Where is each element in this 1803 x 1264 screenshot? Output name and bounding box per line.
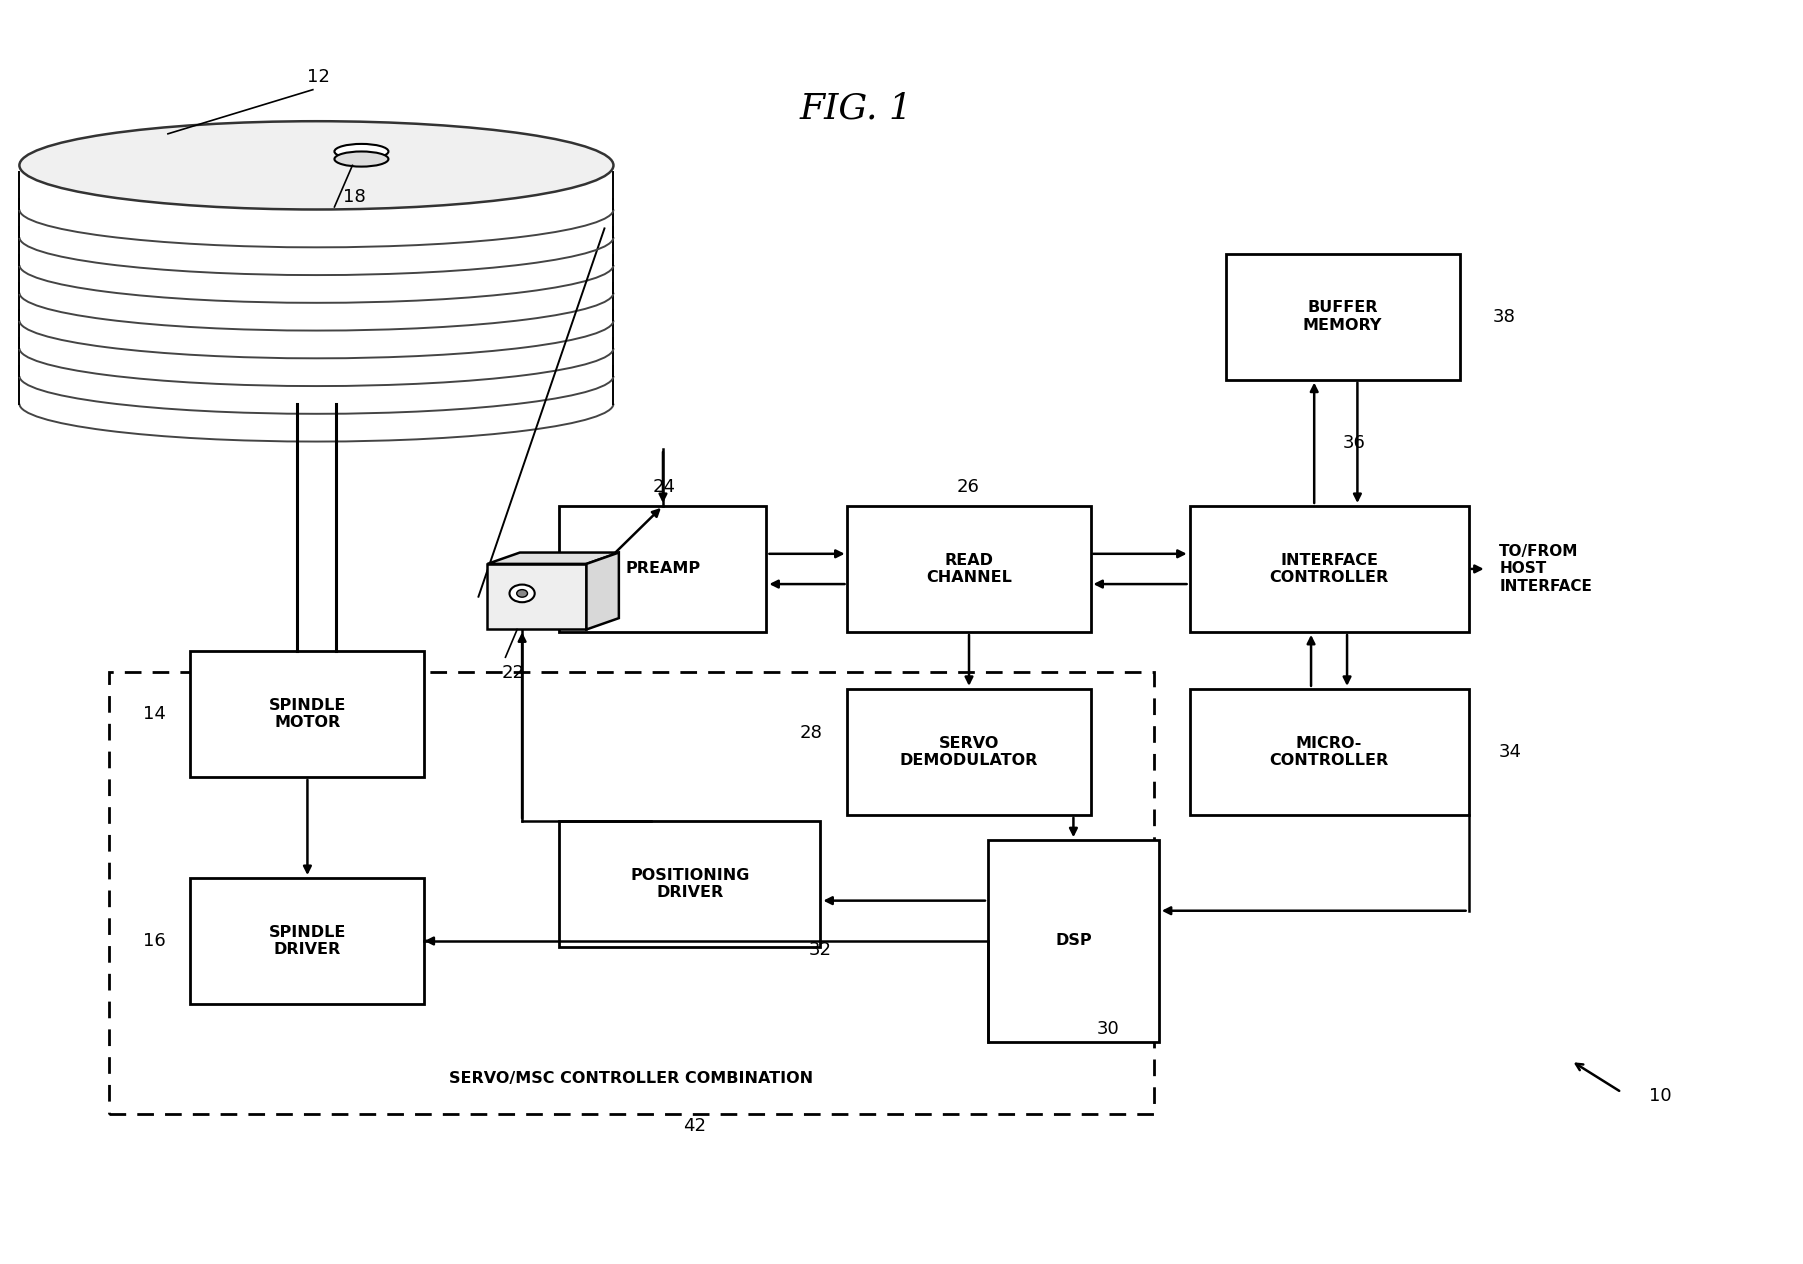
Text: 14: 14 xyxy=(142,705,166,723)
Text: 34: 34 xyxy=(1498,743,1522,761)
Text: 42: 42 xyxy=(683,1117,707,1135)
Bar xyxy=(1190,506,1469,632)
Text: SPINDLE
MOTOR: SPINDLE MOTOR xyxy=(269,698,346,731)
Bar xyxy=(559,506,766,632)
Text: PREAMP: PREAMP xyxy=(626,561,701,576)
Polygon shape xyxy=(586,552,618,629)
Text: 26: 26 xyxy=(957,478,979,495)
Text: 32: 32 xyxy=(810,940,831,959)
Text: POSITIONING
DRIVER: POSITIONING DRIVER xyxy=(631,868,750,900)
Bar xyxy=(559,822,820,947)
Polygon shape xyxy=(487,552,618,564)
Text: INTERFACE
CONTROLLER: INTERFACE CONTROLLER xyxy=(1269,552,1388,585)
Text: 24: 24 xyxy=(653,478,676,495)
Text: FIG. 1: FIG. 1 xyxy=(801,91,912,125)
Bar xyxy=(487,564,586,629)
Bar xyxy=(1190,689,1469,815)
Text: 30: 30 xyxy=(1098,1020,1120,1038)
Bar xyxy=(191,651,424,777)
Text: TO/FROM
HOST
INTERFACE: TO/FROM HOST INTERFACE xyxy=(1498,544,1592,594)
Bar xyxy=(1226,254,1460,379)
Text: 38: 38 xyxy=(1493,307,1516,326)
Text: SERVO/MSC CONTROLLER COMBINATION: SERVO/MSC CONTROLLER COMBINATION xyxy=(449,1071,813,1086)
Bar xyxy=(110,672,1154,1114)
Text: 22: 22 xyxy=(501,664,525,681)
Text: MICRO-
CONTROLLER: MICRO- CONTROLLER xyxy=(1269,736,1388,769)
Bar xyxy=(847,689,1091,815)
Text: SERVO
DEMODULATOR: SERVO DEMODULATOR xyxy=(900,736,1039,769)
Ellipse shape xyxy=(20,121,613,210)
Bar xyxy=(191,878,424,1004)
Circle shape xyxy=(517,589,528,597)
Text: 10: 10 xyxy=(1648,1087,1671,1105)
Text: DSP: DSP xyxy=(1055,934,1093,948)
Text: READ
CHANNEL: READ CHANNEL xyxy=(927,552,1011,585)
Text: 28: 28 xyxy=(801,724,822,742)
Ellipse shape xyxy=(334,152,388,167)
Text: SPINDLE
DRIVER: SPINDLE DRIVER xyxy=(269,925,346,957)
Text: 16: 16 xyxy=(142,932,166,951)
Circle shape xyxy=(510,584,535,602)
Bar xyxy=(988,841,1159,1042)
Text: 18: 18 xyxy=(343,188,366,206)
Bar xyxy=(847,506,1091,632)
Text: 12: 12 xyxy=(308,68,330,86)
Ellipse shape xyxy=(334,144,388,159)
Text: 36: 36 xyxy=(1343,434,1365,451)
Text: BUFFER
MEMORY: BUFFER MEMORY xyxy=(1304,301,1383,332)
